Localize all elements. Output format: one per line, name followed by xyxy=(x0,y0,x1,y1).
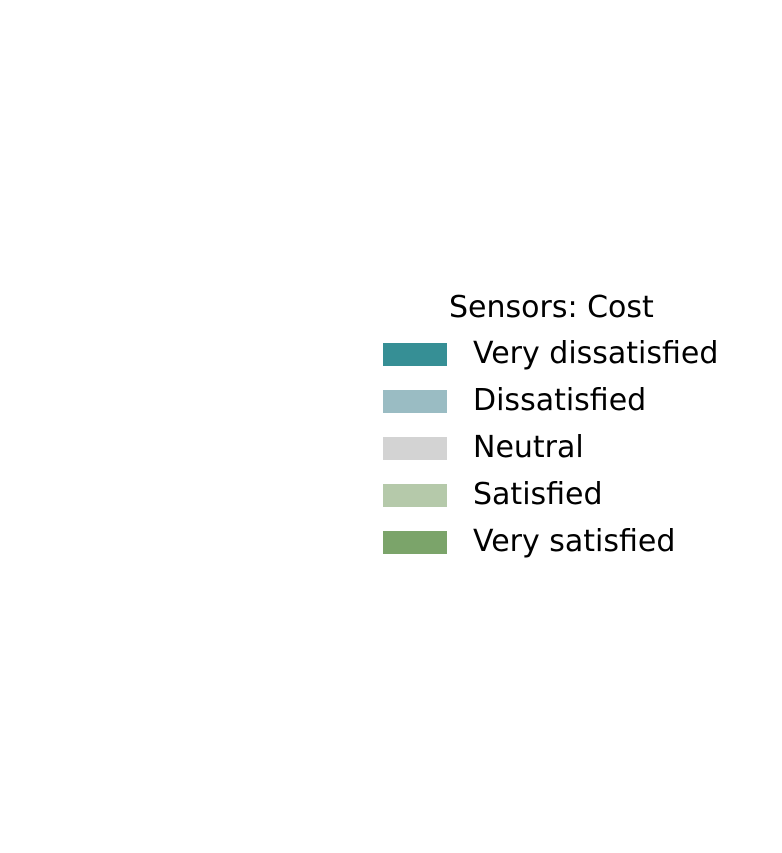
legend-item: Very satisfied xyxy=(383,522,753,562)
legend-item: Dissatisfied xyxy=(383,381,753,421)
legend-label: Very satisfied xyxy=(473,524,676,559)
legend-label: Satisfied xyxy=(473,477,603,512)
legend-swatch xyxy=(383,343,447,366)
legend-swatch xyxy=(383,484,447,507)
legend-swatch xyxy=(383,437,447,460)
legend-label: Neutral xyxy=(473,430,584,465)
legend-item: Very dissatisfied xyxy=(383,334,753,374)
legend-label: Very dissatisfied xyxy=(473,336,719,371)
legend-label: Dissatisfied xyxy=(473,383,647,418)
legend-item: Neutral xyxy=(383,428,753,468)
legend-item: Satisfied xyxy=(383,475,753,515)
legend-title: Sensors: Cost xyxy=(449,290,654,325)
legend-swatch xyxy=(383,390,447,413)
legend-swatch xyxy=(383,531,447,554)
